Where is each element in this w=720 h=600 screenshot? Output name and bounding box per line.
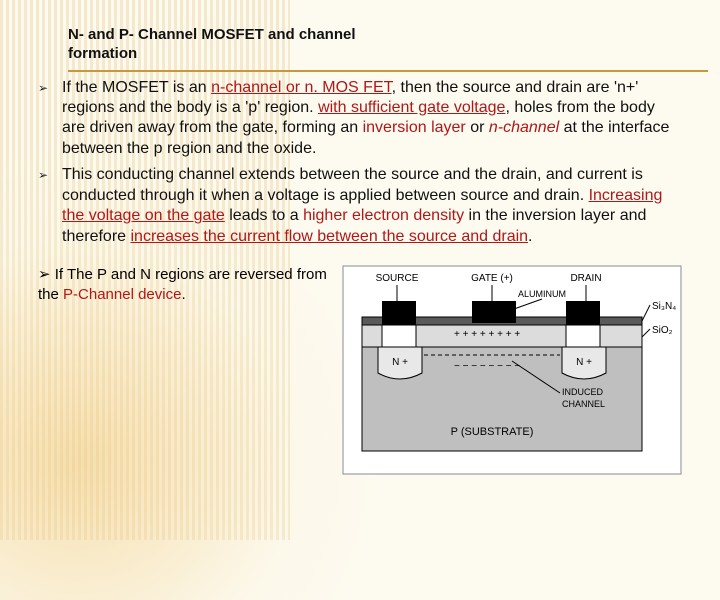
label-nplus-left: N + xyxy=(392,357,408,368)
lower-note-suffix: . xyxy=(181,286,185,303)
bullet-1: ➢ If the MOSFET is an n-channel or n. MO… xyxy=(38,78,682,160)
label-substrate: P (SUBSTRATE) xyxy=(451,426,534,438)
label-aluminum: ALUMINUM xyxy=(518,289,566,299)
bullet-arrow-icon: ➢ xyxy=(38,165,62,247)
label-nplus-right: N + xyxy=(576,357,592,368)
label-gate: GATE (+) xyxy=(471,273,513,284)
mosfet-diagram: SOURCE GATE (+) DRAIN ALUMINUM Si₃N₄ SiO… xyxy=(342,265,682,475)
bullet-arrow-icon: ➢ xyxy=(38,78,62,160)
slide-title: N- and P- Channel MOSFET and channel for… xyxy=(68,26,682,64)
lower-note-red: P-Channel device xyxy=(63,286,181,303)
label-drain: DRAIN xyxy=(570,273,601,284)
title-line-1: N- and P- Channel MOSFET and channel xyxy=(68,26,682,45)
bullet-list: ➢ If the MOSFET is an n-channel or n. MO… xyxy=(38,78,682,248)
title-underline xyxy=(68,70,708,72)
label-induced: INDUCED xyxy=(562,387,604,397)
label-si3n4: Si₃N₄ xyxy=(652,301,676,312)
svg-text:− − − − − − − −: − − − − − − − − xyxy=(454,361,520,372)
bullet-2-text: This conducting channel extends between … xyxy=(62,165,682,247)
title-line-2: formation xyxy=(68,45,682,64)
bullet-1-text: If the MOSFET is an n-channel or n. MOS … xyxy=(62,78,682,160)
label-sio2: SiO₂ xyxy=(652,325,673,336)
bullet-2: ➢ This conducting channel extends betwee… xyxy=(38,165,682,247)
label-source: SOURCE xyxy=(376,273,419,284)
label-channel: CHANNEL xyxy=(562,399,605,409)
lower-note: ➢ If The P and N regions are reversed fr… xyxy=(38,265,342,475)
svg-text:+ + + + + + + +: + + + + + + + + xyxy=(454,329,520,340)
